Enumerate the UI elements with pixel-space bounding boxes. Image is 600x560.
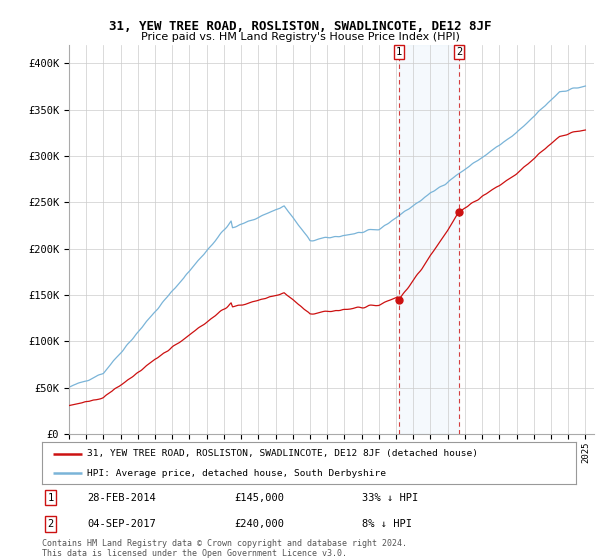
Text: 8% ↓ HPI: 8% ↓ HPI [362, 519, 412, 529]
Text: 31, YEW TREE ROAD, ROSLISTON, SWADLINCOTE, DE12 8JF (detached house): 31, YEW TREE ROAD, ROSLISTON, SWADLINCOT… [88, 449, 478, 458]
Text: 1: 1 [47, 493, 53, 503]
Text: 2: 2 [47, 519, 53, 529]
Text: £240,000: £240,000 [234, 519, 284, 529]
Bar [399, 45, 459, 434]
Text: 04-SEP-2017: 04-SEP-2017 [88, 519, 156, 529]
Text: 1: 1 [395, 46, 402, 57]
Text: Price paid vs. HM Land Registry's House Price Index (HPI): Price paid vs. HM Land Registry's House … [140, 32, 460, 43]
Text: 33% ↓ HPI: 33% ↓ HPI [362, 493, 419, 503]
Text: HPI: Average price, detached house, South Derbyshire: HPI: Average price, detached house, Sout… [88, 469, 386, 478]
Text: 2: 2 [456, 46, 463, 57]
Text: 28-FEB-2014: 28-FEB-2014 [88, 493, 156, 503]
Text: Contains HM Land Registry data © Crown copyright and database right 2024.
This d: Contains HM Land Registry data © Crown c… [42, 539, 407, 558]
Text: 31, YEW TREE ROAD, ROSLISTON, SWADLINCOTE, DE12 8JF: 31, YEW TREE ROAD, ROSLISTON, SWADLINCOT… [109, 20, 491, 32]
Text: £145,000: £145,000 [234, 493, 284, 503]
